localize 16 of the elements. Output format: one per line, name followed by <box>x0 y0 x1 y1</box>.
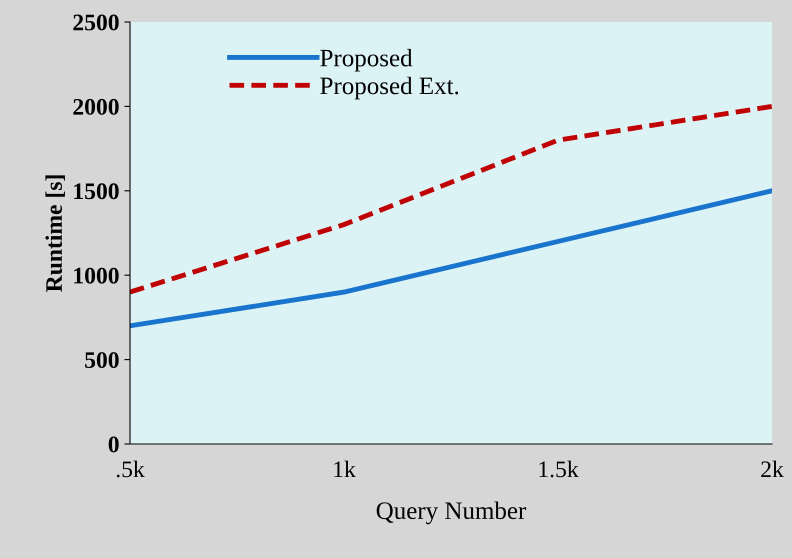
y-tick-label: 1500 <box>74 183 119 200</box>
legend-label: Proposed Ext. <box>320 76 458 100</box>
y-tick-label: 2000 <box>73 98 119 115</box>
x-tick-label: 1k <box>334 460 356 478</box>
x-tick-label: 1.5k <box>539 460 579 478</box>
line-series <box>130 188 772 328</box>
y-tick-label: 0 <box>108 436 119 452</box>
x-axis-title: Query Number <box>376 502 526 524</box>
line-series <box>130 104 772 295</box>
y-tick-label: 1000 <box>74 268 119 284</box>
y-axis-title: Runtime [s] <box>45 175 65 292</box>
y-tick-label: 500 <box>85 352 119 368</box>
x-tick-label: 2k <box>761 460 784 478</box>
legend-label: Proposed <box>320 48 412 72</box>
x-tick-label: .5k <box>116 460 145 478</box>
y-tick-label: 2500 <box>73 14 119 30</box>
